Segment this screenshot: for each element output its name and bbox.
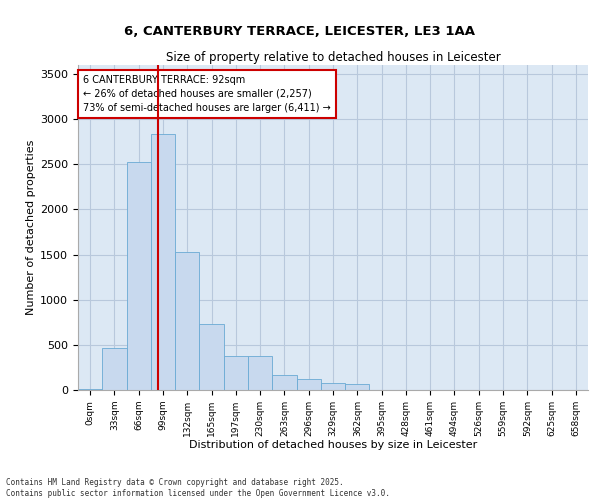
Bar bbox=[175, 252, 199, 390]
Bar bbox=[199, 324, 224, 390]
Bar bbox=[224, 356, 248, 390]
Text: 6, CANTERBURY TERRACE, LEICESTER, LE3 1AA: 6, CANTERBURY TERRACE, LEICESTER, LE3 1A… bbox=[125, 25, 476, 38]
Title: Size of property relative to detached houses in Leicester: Size of property relative to detached ho… bbox=[166, 51, 500, 64]
Bar bbox=[127, 162, 151, 390]
Text: 6 CANTERBURY TERRACE: 92sqm
← 26% of detached houses are smaller (2,257)
73% of : 6 CANTERBURY TERRACE: 92sqm ← 26% of det… bbox=[83, 74, 331, 113]
Bar bbox=[272, 374, 296, 390]
Y-axis label: Number of detached properties: Number of detached properties bbox=[26, 140, 36, 315]
Text: Contains HM Land Registry data © Crown copyright and database right 2025.
Contai: Contains HM Land Registry data © Crown c… bbox=[6, 478, 390, 498]
Bar bbox=[78, 389, 102, 390]
Bar bbox=[151, 134, 175, 390]
Bar bbox=[102, 348, 127, 390]
Bar bbox=[321, 383, 345, 390]
Bar bbox=[248, 356, 272, 390]
Bar bbox=[296, 379, 321, 390]
X-axis label: Distribution of detached houses by size in Leicester: Distribution of detached houses by size … bbox=[189, 440, 477, 450]
Bar bbox=[345, 384, 370, 390]
